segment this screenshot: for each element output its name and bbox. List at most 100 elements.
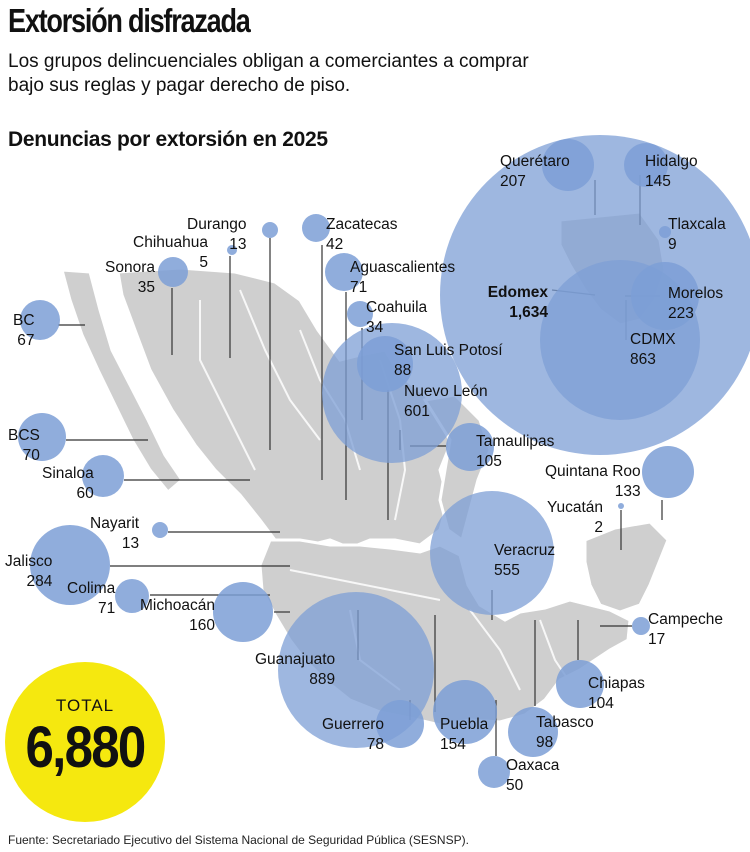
bubble-sonora: [158, 257, 188, 287]
state-name-nuevo-leon: Nuevo León: [404, 383, 488, 400]
state-value-cdmx: 863: [630, 351, 656, 368]
state-name-tabasco: Tabasco: [536, 714, 594, 731]
subtitle: Los grupos delincuenciales obligan a com…: [8, 51, 529, 96]
state-value-bcs: 70: [23, 447, 41, 464]
state-labels: Querétaro 207 Hidalgo 145 Tlaxcala 9 Edomex 1,6…: [5, 153, 726, 794]
bubble-michoacan: [213, 582, 273, 642]
state-name-durango: Durango: [187, 216, 246, 233]
state-name-tlaxcala: Tlaxcala: [668, 216, 726, 233]
bubble-chihuahua: [227, 245, 237, 255]
bubble-coahuila: [347, 301, 373, 327]
bubble-bc: [20, 300, 60, 340]
state-name-tamaulipas: Tamaulipas: [476, 433, 555, 450]
state-value-aguascalientes: 71: [350, 279, 367, 296]
state-value-nayarit: 13: [122, 535, 139, 552]
chart-title: Denuncias por extorsión en 2025: [8, 128, 328, 151]
state-name-cdmx: CDMX: [630, 331, 676, 348]
state-name-coahuila: Coahuila: [366, 299, 428, 316]
bubble-tlaxcala: [659, 226, 671, 238]
bubble-veracruz: [430, 491, 554, 615]
state-name-san-luis-potosi: San Luis Potosí: [394, 342, 503, 359]
state-name-guanajuato: Guanajuato: [255, 651, 335, 668]
headline: Extorsión disfrazada: [8, 2, 251, 39]
state-value-chihuahua: 5: [199, 254, 208, 271]
state-name-aguascalientes: Aguascalientes: [350, 259, 455, 276]
state-name-oaxaca: Oaxaca: [506, 757, 560, 774]
state-name-colima: Colima: [67, 580, 116, 597]
state-name-bc: BC: [13, 312, 35, 329]
bubble-nayarit: [152, 522, 168, 538]
state-name-puebla: Puebla: [440, 716, 489, 733]
state-value-colima: 71: [98, 600, 115, 617]
bubble-yucatan: [618, 503, 624, 509]
state-bubbles: [18, 135, 750, 788]
state-value-jalisco: 284: [27, 573, 53, 590]
state-value-quintana-roo: 133: [615, 483, 641, 500]
bubble-morelos: [631, 262, 699, 330]
state-value-sonora: 35: [138, 279, 155, 296]
bubble-hidalgo: [624, 143, 668, 187]
state-value-zacatecas: 42: [326, 236, 343, 253]
total-label: TOTAL: [55, 696, 115, 715]
state-value-campeche: 17: [648, 631, 665, 648]
state-value-queretaro: 207: [500, 173, 526, 190]
bubble-guerrero: [376, 700, 424, 748]
total-value: 6,880: [25, 715, 147, 780]
bubble-san-luis-potosi: [357, 336, 413, 392]
state-value-sinaloa: 60: [76, 485, 94, 502]
state-name-yucatan: Yucatán: [547, 499, 603, 516]
bubble-quintana-roo: [642, 446, 694, 498]
bubble-chiapas: [556, 660, 604, 708]
state-value-oaxaca: 50: [506, 777, 524, 794]
state-value-tabasco: 98: [536, 734, 553, 751]
total-badge: TOTAL 6,880: [5, 662, 165, 822]
state-name-guerrero: Guerrero: [322, 716, 384, 733]
state-name-edomex: Edomex: [488, 284, 549, 301]
bubble-sinaloa: [82, 455, 124, 497]
state-name-michoacan: Michoacán: [140, 597, 215, 614]
state-name-hidalgo: Hidalgo: [645, 153, 698, 170]
state-value-bc: 67: [17, 332, 34, 349]
bubble-aguascalientes: [325, 253, 363, 291]
state-value-guanajuato: 889: [309, 671, 335, 688]
state-name-campeche: Campeche: [648, 611, 723, 628]
state-name-nayarit: Nayarit: [90, 515, 140, 532]
bubble-campeche: [632, 617, 650, 635]
bubble-zacatecas: [302, 214, 330, 242]
state-value-tamaulipas: 105: [476, 453, 502, 470]
state-value-san-luis-potosi: 88: [394, 362, 411, 379]
state-name-chiapas: Chiapas: [588, 675, 645, 692]
bubble-colima: [115, 579, 149, 613]
state-value-michoacan: 160: [189, 617, 215, 634]
state-name-morelos: Morelos: [668, 285, 723, 302]
state-value-nuevo-leon: 601: [404, 403, 430, 420]
state-value-veracruz: 555: [494, 562, 520, 579]
source-note: Fuente: Secretariado Ejecutivo del Siste…: [8, 833, 469, 847]
state-value-chiapas: 104: [588, 695, 614, 712]
state-name-sinaloa: Sinaloa: [42, 465, 94, 482]
bubble-jalisco: [30, 525, 110, 605]
state-name-jalisco: Jalisco: [5, 553, 52, 570]
state-value-durango: 13: [229, 236, 246, 253]
bubble-durango: [262, 222, 278, 238]
state-name-chihuahua: Chihuahua: [133, 234, 208, 251]
state-value-morelos: 223: [668, 305, 694, 322]
state-value-coahuila: 34: [366, 319, 384, 336]
bubble-tamaulipas: [446, 423, 494, 471]
state-value-yucatan: 2: [594, 519, 603, 536]
bubble-tabasco: [508, 707, 558, 757]
state-value-hidalgo: 145: [645, 173, 671, 190]
state-value-edomex: 1,634: [509, 304, 548, 321]
bubble-queretaro: [542, 139, 594, 191]
state-name-veracruz: Veracruz: [494, 542, 555, 559]
state-name-bcs: BCS: [8, 427, 40, 444]
state-name-zacatecas: Zacatecas: [326, 216, 398, 233]
bubble-oaxaca: [478, 756, 510, 788]
state-value-guerrero: 78: [367, 736, 384, 753]
bubble-nuevo-leon: [322, 323, 462, 463]
state-name-sonora: Sonora: [105, 259, 155, 276]
state-value-puebla: 154: [440, 736, 466, 753]
bubble-puebla: [433, 680, 497, 744]
bubble-bcs: [18, 413, 66, 461]
